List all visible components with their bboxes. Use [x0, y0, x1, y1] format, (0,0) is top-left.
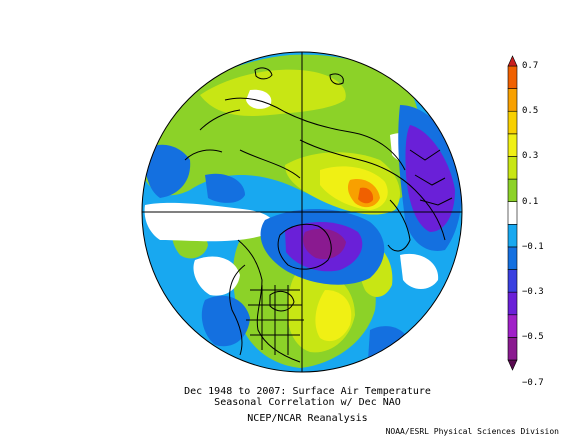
caption-line-1: Dec 1948 to 2007: Surface Air Temperatur… — [184, 386, 431, 397]
colorbar — [507, 55, 518, 371]
colorbar-tick-label: 0.5 — [522, 106, 539, 117]
europe-borders — [409, 149, 453, 206]
field-region — [144, 202, 274, 242]
field-region — [358, 187, 374, 204]
colorbar-bin — [507, 337, 518, 361]
colorbar-bin — [507, 65, 518, 89]
colorbar-tick-label: 0.1 — [522, 196, 539, 207]
colorbar-tick-label: −0.7 — [522, 377, 544, 388]
field-region — [405, 125, 455, 232]
field-region — [303, 228, 346, 260]
colorbar-bin — [507, 224, 518, 248]
colorbar-bin — [507, 156, 518, 180]
colorbar-tick-label: −0.5 — [522, 332, 544, 343]
field-region — [400, 253, 439, 289]
colorbar-bin — [507, 55, 518, 67]
colorbar-bin — [507, 314, 518, 338]
colorbar-bin — [507, 291, 518, 316]
colorbar-bin — [507, 133, 518, 157]
colorbar-tick-label: −0.3 — [522, 287, 544, 298]
field-region — [200, 69, 346, 116]
colorbar-tick-label: 0.3 — [522, 151, 539, 162]
field-region — [315, 290, 352, 342]
globe-boundary — [141, 51, 463, 373]
colorbar-bin — [507, 359, 518, 371]
colorbar-bin — [507, 88, 518, 112]
siberia-outline — [184, 109, 241, 161]
us-states-grid — [246, 285, 304, 355]
arctic-islands-outline — [254, 67, 344, 85]
colorbar-bin — [507, 178, 518, 202]
field-region — [144, 144, 191, 198]
scandinavia-outline — [387, 199, 411, 252]
field-region — [193, 256, 240, 296]
colorbar-bin — [507, 246, 518, 270]
colorbar-tick-label: 0.7 — [522, 61, 539, 71]
credit-text: NOAA/ESRL Physical Sciences Division — [385, 427, 559, 436]
colorbar-bin — [507, 110, 518, 135]
colorbar-tick-label: −0.1 — [522, 241, 544, 252]
field-region — [418, 140, 441, 177]
coastlines — [184, 67, 453, 363]
north-america-outline — [229, 239, 301, 363]
colorbar-bin — [507, 269, 518, 293]
field-region — [205, 173, 245, 203]
greenland-outline — [277, 223, 332, 270]
field-region — [201, 295, 250, 347]
colorbar-bin — [507, 201, 518, 225]
caption-line-3: NCEP/NCAR Reanalysis — [247, 413, 368, 424]
field-region — [246, 89, 272, 109]
caption-line-2: Seasonal Correlation w/ Dec NAO — [214, 397, 401, 408]
